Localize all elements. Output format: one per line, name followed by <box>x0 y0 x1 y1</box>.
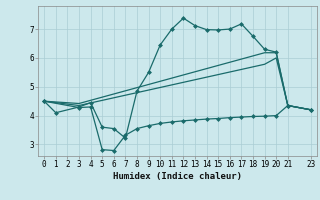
X-axis label: Humidex (Indice chaleur): Humidex (Indice chaleur) <box>113 172 242 181</box>
